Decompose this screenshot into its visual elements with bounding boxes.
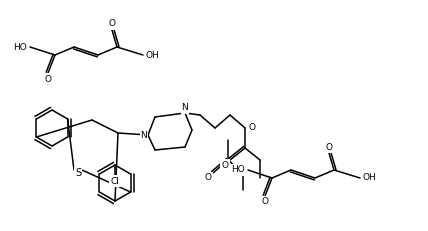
Text: O: O bbox=[222, 161, 229, 170]
Text: N: N bbox=[181, 103, 188, 112]
Text: N: N bbox=[141, 131, 147, 140]
Text: HO: HO bbox=[231, 165, 245, 174]
Text: O: O bbox=[249, 124, 256, 133]
Text: Cl: Cl bbox=[110, 176, 119, 185]
Text: O: O bbox=[205, 173, 211, 182]
Text: O: O bbox=[45, 75, 51, 83]
Text: HO: HO bbox=[13, 43, 27, 52]
Text: OH: OH bbox=[363, 173, 377, 182]
Text: S: S bbox=[75, 168, 81, 178]
Text: O: O bbox=[326, 143, 333, 152]
Text: OH: OH bbox=[146, 51, 160, 60]
Text: O: O bbox=[109, 19, 116, 28]
Text: O: O bbox=[262, 198, 268, 207]
